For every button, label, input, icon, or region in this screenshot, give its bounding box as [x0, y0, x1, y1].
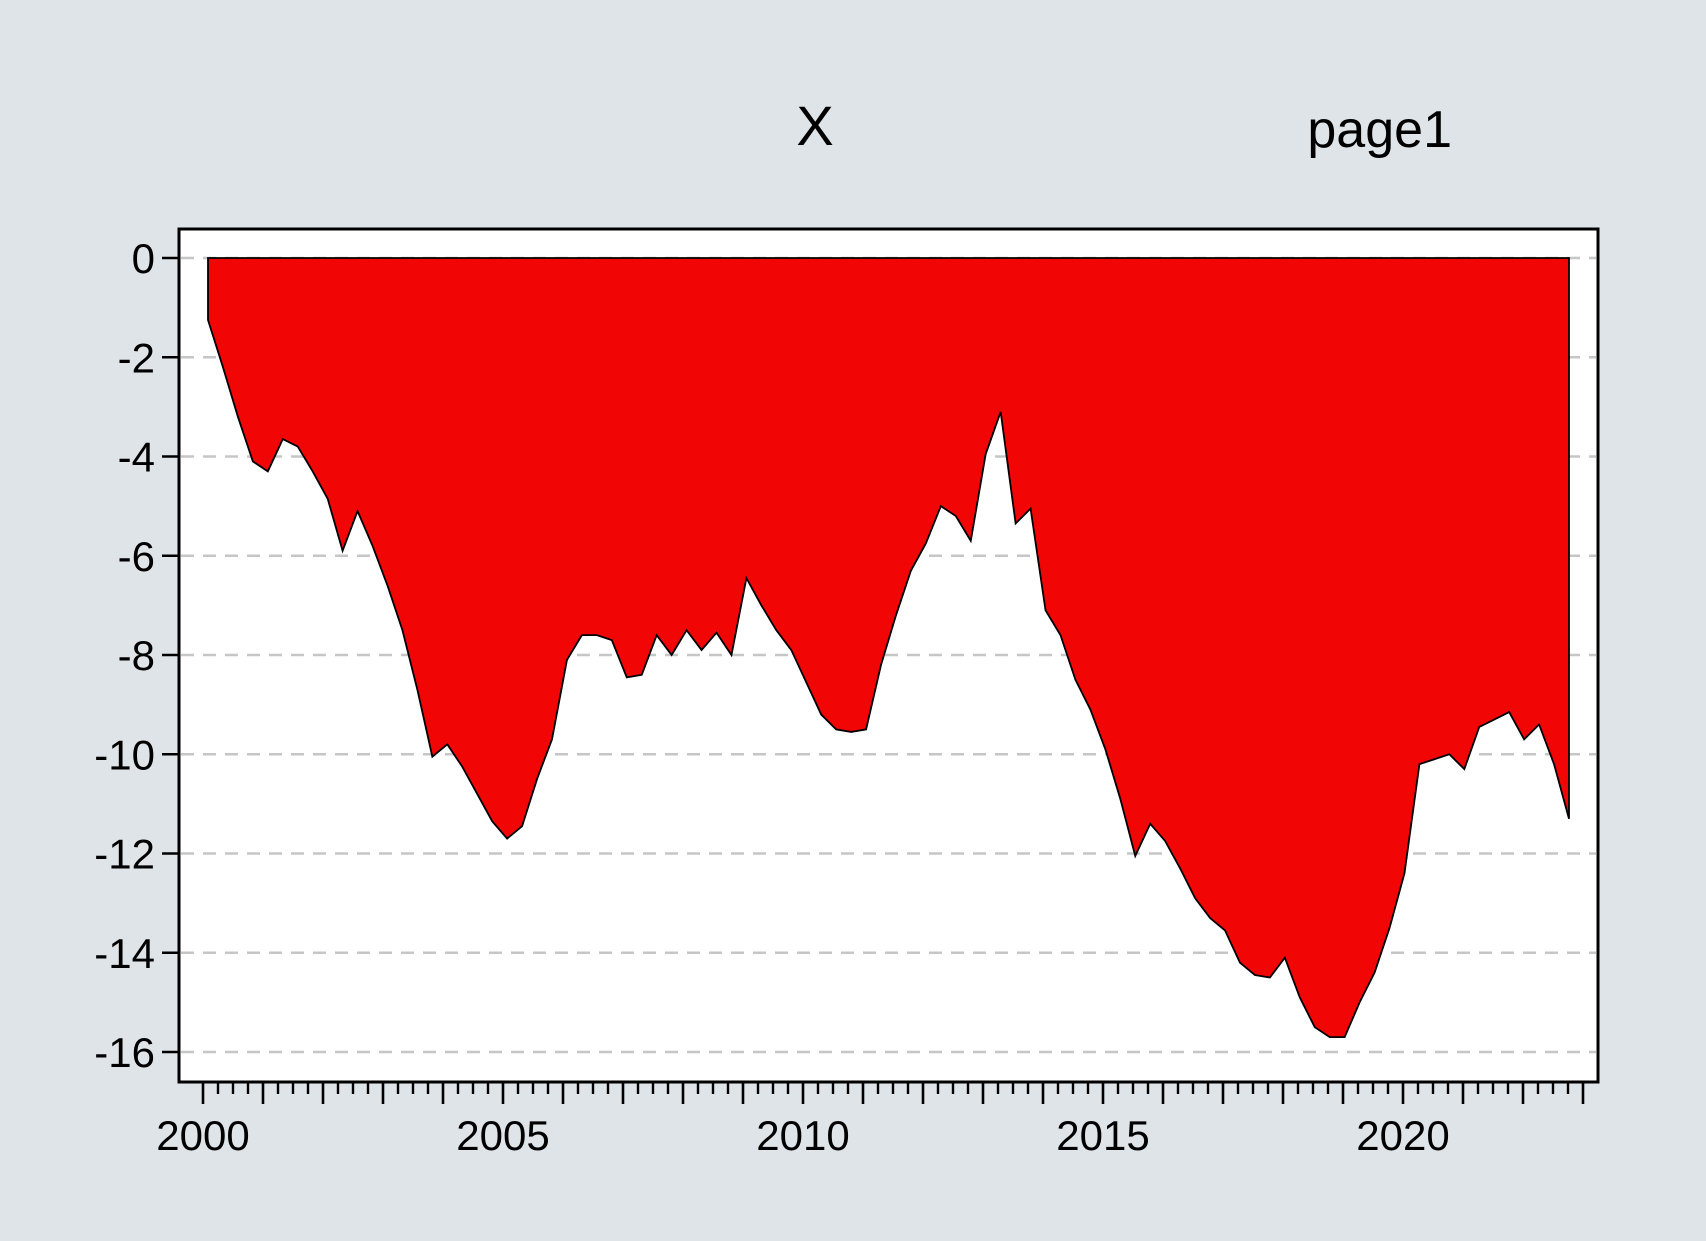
- y-tick-label: -12: [94, 831, 155, 878]
- x-tick-label: 2005: [456, 1112, 549, 1159]
- y-tick-label: -8: [118, 632, 155, 679]
- series-layer: [207, 257, 1570, 1039]
- y-tick-label: -10: [94, 731, 155, 778]
- area-series: [207, 257, 1570, 1039]
- x-tick-label: 2010: [756, 1112, 849, 1159]
- x-tick-label: 2000: [156, 1112, 249, 1159]
- plot-frame: [177, 227, 1600, 1084]
- y-tick-label: -14: [94, 930, 155, 977]
- y-tick-label: -16: [94, 1029, 155, 1076]
- chart-title: X: [796, 94, 833, 157]
- y-tick-label: -2: [118, 334, 155, 381]
- page-label: page1: [1307, 101, 1452, 159]
- y-tick-label: -4: [118, 434, 155, 481]
- x-tick-label: 2015: [1056, 1112, 1149, 1159]
- x-tick-label: 2020: [1356, 1112, 1449, 1159]
- y-tick-label: -6: [118, 533, 155, 580]
- y-tick-label: 0: [132, 235, 155, 282]
